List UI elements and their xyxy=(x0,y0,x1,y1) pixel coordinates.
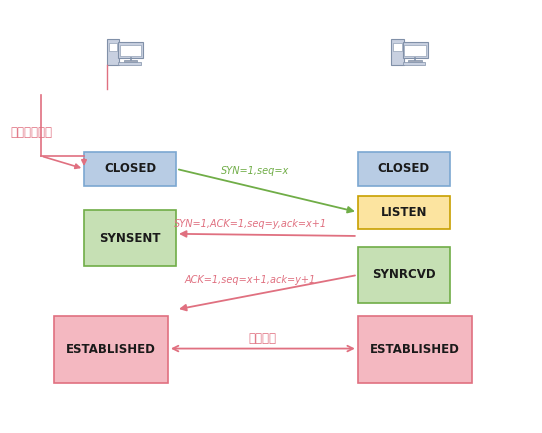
Text: ACK=1,seq=x+1,ack=y+1: ACK=1,seq=x+1,ack=y+1 xyxy=(185,275,316,285)
FancyBboxPatch shape xyxy=(358,196,450,229)
FancyBboxPatch shape xyxy=(358,152,450,186)
FancyBboxPatch shape xyxy=(107,39,119,65)
FancyBboxPatch shape xyxy=(120,45,141,56)
FancyBboxPatch shape xyxy=(108,43,118,51)
FancyBboxPatch shape xyxy=(391,39,404,65)
Text: SYNSENT: SYNSENT xyxy=(99,232,161,245)
FancyBboxPatch shape xyxy=(54,316,168,383)
Text: ESTABLISHED: ESTABLISHED xyxy=(66,343,156,356)
FancyBboxPatch shape xyxy=(404,45,426,56)
FancyBboxPatch shape xyxy=(84,210,176,266)
FancyBboxPatch shape xyxy=(358,247,450,303)
FancyBboxPatch shape xyxy=(408,60,422,61)
FancyBboxPatch shape xyxy=(403,42,428,58)
FancyBboxPatch shape xyxy=(124,60,138,61)
Text: LISTEN: LISTEN xyxy=(380,206,427,219)
Text: CLOSED: CLOSED xyxy=(378,162,430,175)
Text: SYNRCVD: SYNRCVD xyxy=(372,268,436,281)
Text: 数据传输: 数据传输 xyxy=(249,332,277,345)
FancyBboxPatch shape xyxy=(84,152,176,186)
FancyBboxPatch shape xyxy=(393,43,402,51)
FancyBboxPatch shape xyxy=(358,316,472,383)
Text: CLOSED: CLOSED xyxy=(104,162,156,175)
Text: SYN=1,seq=x: SYN=1,seq=x xyxy=(221,166,289,176)
Text: 主动建立连接: 主动建立连接 xyxy=(11,126,53,139)
FancyBboxPatch shape xyxy=(118,42,143,58)
Text: ESTABLISHED: ESTABLISHED xyxy=(370,343,460,356)
FancyBboxPatch shape xyxy=(118,62,141,65)
Text: SYN=1,ACK=1,seq=y,ack=x+1: SYN=1,ACK=1,seq=y,ack=x+1 xyxy=(174,219,327,229)
FancyBboxPatch shape xyxy=(403,62,425,65)
